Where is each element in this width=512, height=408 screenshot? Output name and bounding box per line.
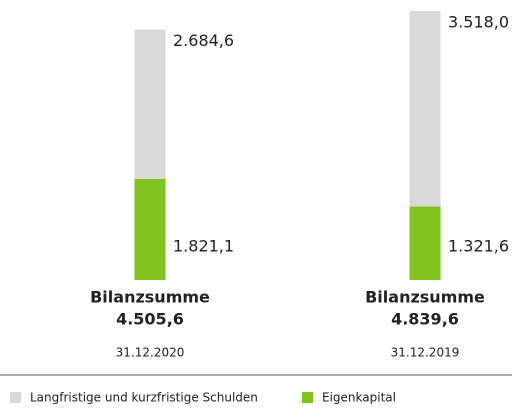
legend-label: Eigenkapital xyxy=(322,391,396,405)
total-value: 4.839,6 xyxy=(391,310,459,329)
category-label: 31.12.2019 xyxy=(391,346,460,360)
total-title: Bilanzsumme xyxy=(365,288,485,307)
legend-swatch xyxy=(10,392,21,403)
value-label: 2.684,6 xyxy=(173,31,234,50)
value-label: 1.821,1 xyxy=(173,237,234,256)
total-title: Bilanzsumme xyxy=(90,288,210,307)
bar-segment xyxy=(134,178,166,280)
value-label: 3.518,0 xyxy=(448,13,509,32)
bar-segment xyxy=(134,29,166,179)
legend-label: Langfristige und kurzfristige Schulden xyxy=(30,391,258,405)
legend-swatch xyxy=(302,392,313,403)
category-label: 31.12.2020 xyxy=(116,346,185,360)
bar-segment xyxy=(409,206,441,280)
total-value: 4.505,6 xyxy=(116,310,184,329)
bar-segment xyxy=(409,11,441,207)
value-label: 1.321,6 xyxy=(448,237,509,256)
